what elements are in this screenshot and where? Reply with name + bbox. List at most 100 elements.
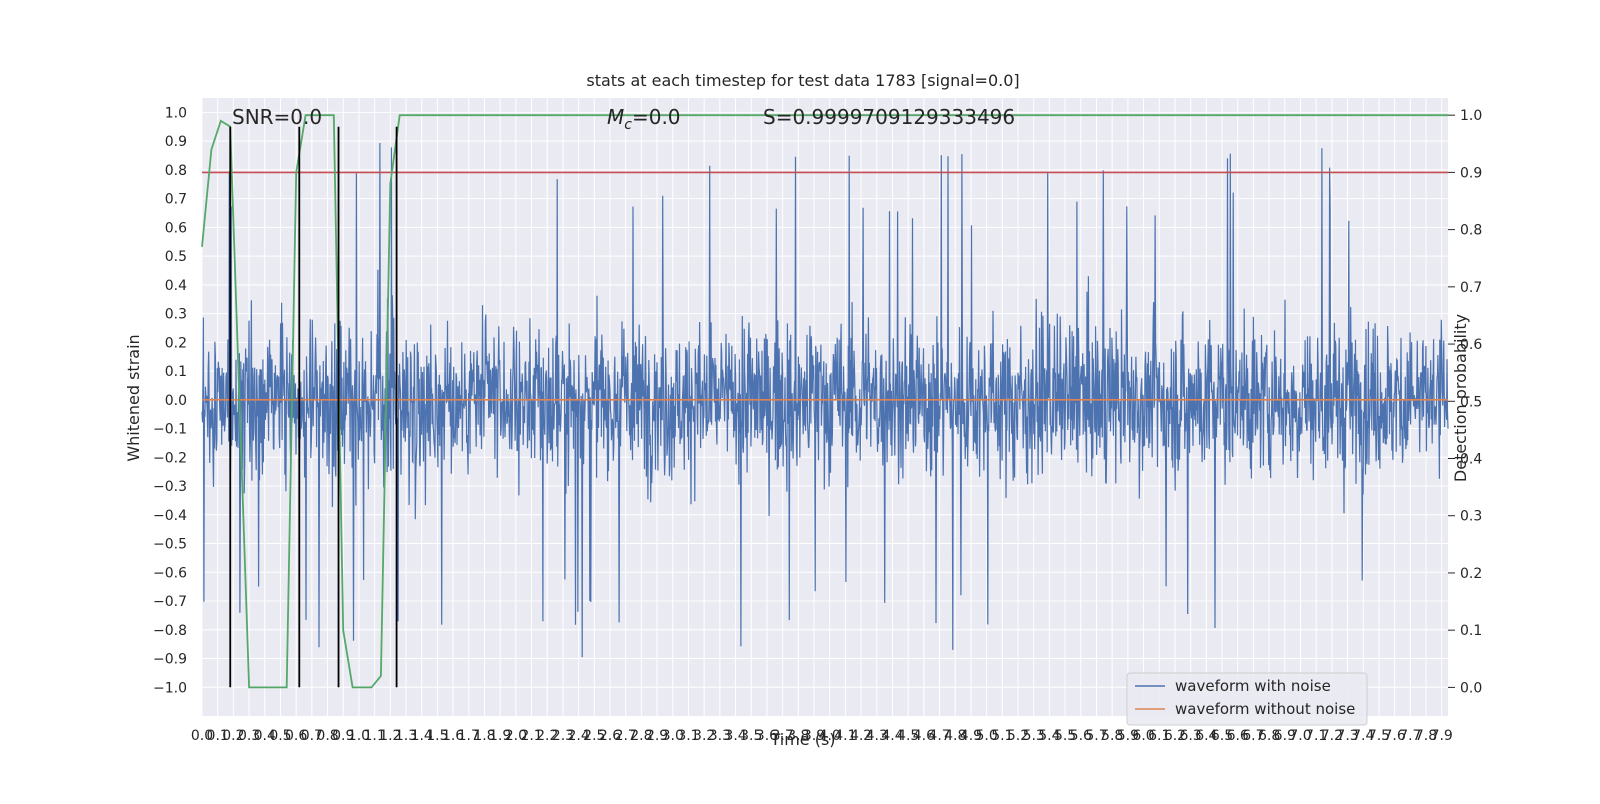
y-tick-label-8: −0.2 bbox=[153, 450, 187, 466]
y-tick-labels: −1.0 −0.9 −0.8 −0.7 −0.6 −0.5 −0.4 −0.3 −0.2 −0.1… bbox=[153, 105, 187, 696]
x-tick-labels: 0.00.10.20.30.40.50.60.70.80.91.01.11.21… bbox=[191, 728, 1453, 744]
x-tick-label-41: 4.1 bbox=[834, 728, 856, 744]
y-tick-label-2: −0.8 bbox=[153, 623, 187, 639]
detection-probability-line bbox=[201, 114, 1448, 689]
series-layer bbox=[201, 114, 1448, 689]
x-tick-label-14: 1.4 bbox=[411, 728, 433, 744]
y2-tick-labels: 0.0 0.1 0.2 0.3 0.4 0.5 0.6 0.7 0.8 0.9 1.0 bbox=[1448, 108, 1482, 696]
x-tick-label-1: 0.1 bbox=[207, 728, 229, 744]
x-tick-label-45: 4.5 bbox=[897, 728, 919, 744]
x-tick-label-78: 7.8 bbox=[1415, 728, 1437, 744]
y2-axis-label: Detection probability bbox=[1451, 314, 1470, 482]
y-tick-label-5: −0.5 bbox=[153, 537, 187, 553]
x-tick-label-72: 7.2 bbox=[1321, 728, 1343, 744]
x-tick-label-20: 2.0 bbox=[505, 728, 527, 744]
y2-tick-label-8: 0.8 bbox=[1460, 223, 1482, 239]
y-tick-label-0: −1.0 bbox=[153, 680, 187, 696]
x-tick-label-66: 6.6 bbox=[1227, 728, 1249, 744]
x-tick-label-38: 3.8 bbox=[787, 728, 809, 744]
x-tick-label-59: 5.9 bbox=[1117, 728, 1139, 744]
vertical-markers bbox=[229, 126, 398, 688]
x-tick-label-34: 3.4 bbox=[724, 728, 746, 744]
x-tick-label-70: 7.0 bbox=[1289, 728, 1311, 744]
x-tick-label-73: 7.3 bbox=[1336, 728, 1358, 744]
y-tick-label-17: 0.7 bbox=[165, 192, 187, 208]
x-tick-label-52: 5.2 bbox=[1007, 728, 1029, 744]
x-tick-label-31: 3.1 bbox=[677, 728, 699, 744]
x-tick-label-71: 7.1 bbox=[1305, 728, 1327, 744]
x-tick-label-39: 3.9 bbox=[803, 728, 825, 744]
mc-symbol: M bbox=[607, 105, 624, 129]
x-tick-label-53: 5.3 bbox=[1023, 728, 1045, 744]
x-tick-label-35: 3.5 bbox=[740, 728, 762, 744]
x-tick-label-56: 5.6 bbox=[1070, 728, 1092, 744]
y-tick-label-19: 0.9 bbox=[165, 134, 187, 150]
y-tick-label-15: 0.5 bbox=[165, 249, 187, 265]
y-tick-label-12: 0.2 bbox=[165, 335, 187, 351]
y-tick-label-11: 0.1 bbox=[165, 364, 187, 380]
snr-annotation: SNR=0.0 bbox=[232, 105, 322, 129]
x-tick-label-43: 4.3 bbox=[866, 728, 888, 744]
x-tick-label-5: 0.5 bbox=[269, 728, 291, 744]
x-tick-label-32: 3.2 bbox=[693, 728, 715, 744]
y-tick-label-14: 0.4 bbox=[165, 278, 187, 294]
x-tick-label-3: 0.3 bbox=[238, 728, 260, 744]
mc-annotation: Mc=0.0 bbox=[607, 105, 681, 133]
y-tick-label-6: −0.4 bbox=[153, 508, 187, 524]
x-tick-label-62: 6.2 bbox=[1164, 728, 1186, 744]
y2-tick-label-4: 0.4 bbox=[1460, 452, 1482, 468]
x-tick-label-2: 0.2 bbox=[222, 728, 244, 744]
x-tick-label-22: 2.2 bbox=[536, 728, 558, 744]
s-annotation: S=0.9999709129333496 bbox=[763, 105, 1015, 129]
mc-subscript: c bbox=[624, 117, 632, 133]
x-tick-label-74: 7.4 bbox=[1352, 728, 1374, 744]
legend-box bbox=[1126, 672, 1368, 726]
x-tick-label-69: 6.9 bbox=[1274, 728, 1296, 744]
x-tick-label-0: 0.0 bbox=[191, 728, 213, 744]
x-tick-label-17: 1.7 bbox=[458, 728, 480, 744]
y-tick-label-18: 0.8 bbox=[165, 163, 187, 179]
x-tick-label-6: 0.6 bbox=[285, 728, 307, 744]
legend-label-noise: waveform with noise bbox=[1175, 677, 1331, 695]
y-tick-label-4: −0.6 bbox=[153, 565, 187, 581]
y-tick-label-1: −0.9 bbox=[153, 652, 187, 668]
y-tick-label-7: −0.3 bbox=[153, 479, 187, 495]
x-tick-label-4: 0.4 bbox=[254, 728, 276, 744]
x-tick-label-57: 5.7 bbox=[1085, 728, 1107, 744]
x-tick-label-30: 3.0 bbox=[662, 728, 684, 744]
noise-waveform-line bbox=[201, 142, 1449, 658]
x-tick-label-63: 6.3 bbox=[1180, 728, 1202, 744]
x-tick-label-48: 4.8 bbox=[944, 728, 966, 744]
x-tick-label-60: 6.0 bbox=[1132, 728, 1154, 744]
x-tick-label-37: 3.7 bbox=[771, 728, 793, 744]
x-tick-label-26: 2.6 bbox=[599, 728, 621, 744]
x-tick-label-79: 7.9 bbox=[1431, 728, 1453, 744]
x-tick-label-29: 2.9 bbox=[646, 728, 668, 744]
y2-tick-label-10: 1.0 bbox=[1460, 108, 1482, 124]
x-tick-label-27: 2.7 bbox=[615, 728, 637, 744]
x-tick-label-9: 0.9 bbox=[332, 728, 354, 744]
x-axis-label: Time (s) bbox=[769, 730, 835, 749]
x-tick-label-21: 2.1 bbox=[520, 728, 542, 744]
y2-tick-label-5: 0.5 bbox=[1460, 394, 1482, 410]
x-tick-label-11: 1.1 bbox=[363, 728, 385, 744]
y-tick-label-3: −0.7 bbox=[153, 594, 187, 610]
x-tick-label-58: 5.8 bbox=[1101, 728, 1123, 744]
chart-title: stats at each timestep for test data 178… bbox=[586, 71, 1019, 90]
x-tick-label-7: 0.7 bbox=[301, 728, 323, 744]
x-tick-label-36: 3.6 bbox=[756, 728, 778, 744]
x-tick-label-10: 1.0 bbox=[348, 728, 370, 744]
x-tick-label-46: 4.6 bbox=[913, 728, 935, 744]
x-tick-label-28: 2.8 bbox=[630, 728, 652, 744]
x-tick-label-77: 7.7 bbox=[1399, 728, 1421, 744]
y2-tick-label-9: 0.9 bbox=[1460, 165, 1482, 181]
x-tick-label-42: 4.2 bbox=[850, 728, 872, 744]
x-tick-label-8: 0.8 bbox=[316, 728, 338, 744]
y2-tick-label-3: 0.3 bbox=[1460, 509, 1482, 525]
x-tick-label-51: 5.1 bbox=[991, 728, 1013, 744]
y2-tick-label-6: 0.6 bbox=[1460, 337, 1482, 353]
x-tick-label-76: 7.6 bbox=[1384, 728, 1406, 744]
x-tick-label-18: 1.8 bbox=[473, 728, 495, 744]
